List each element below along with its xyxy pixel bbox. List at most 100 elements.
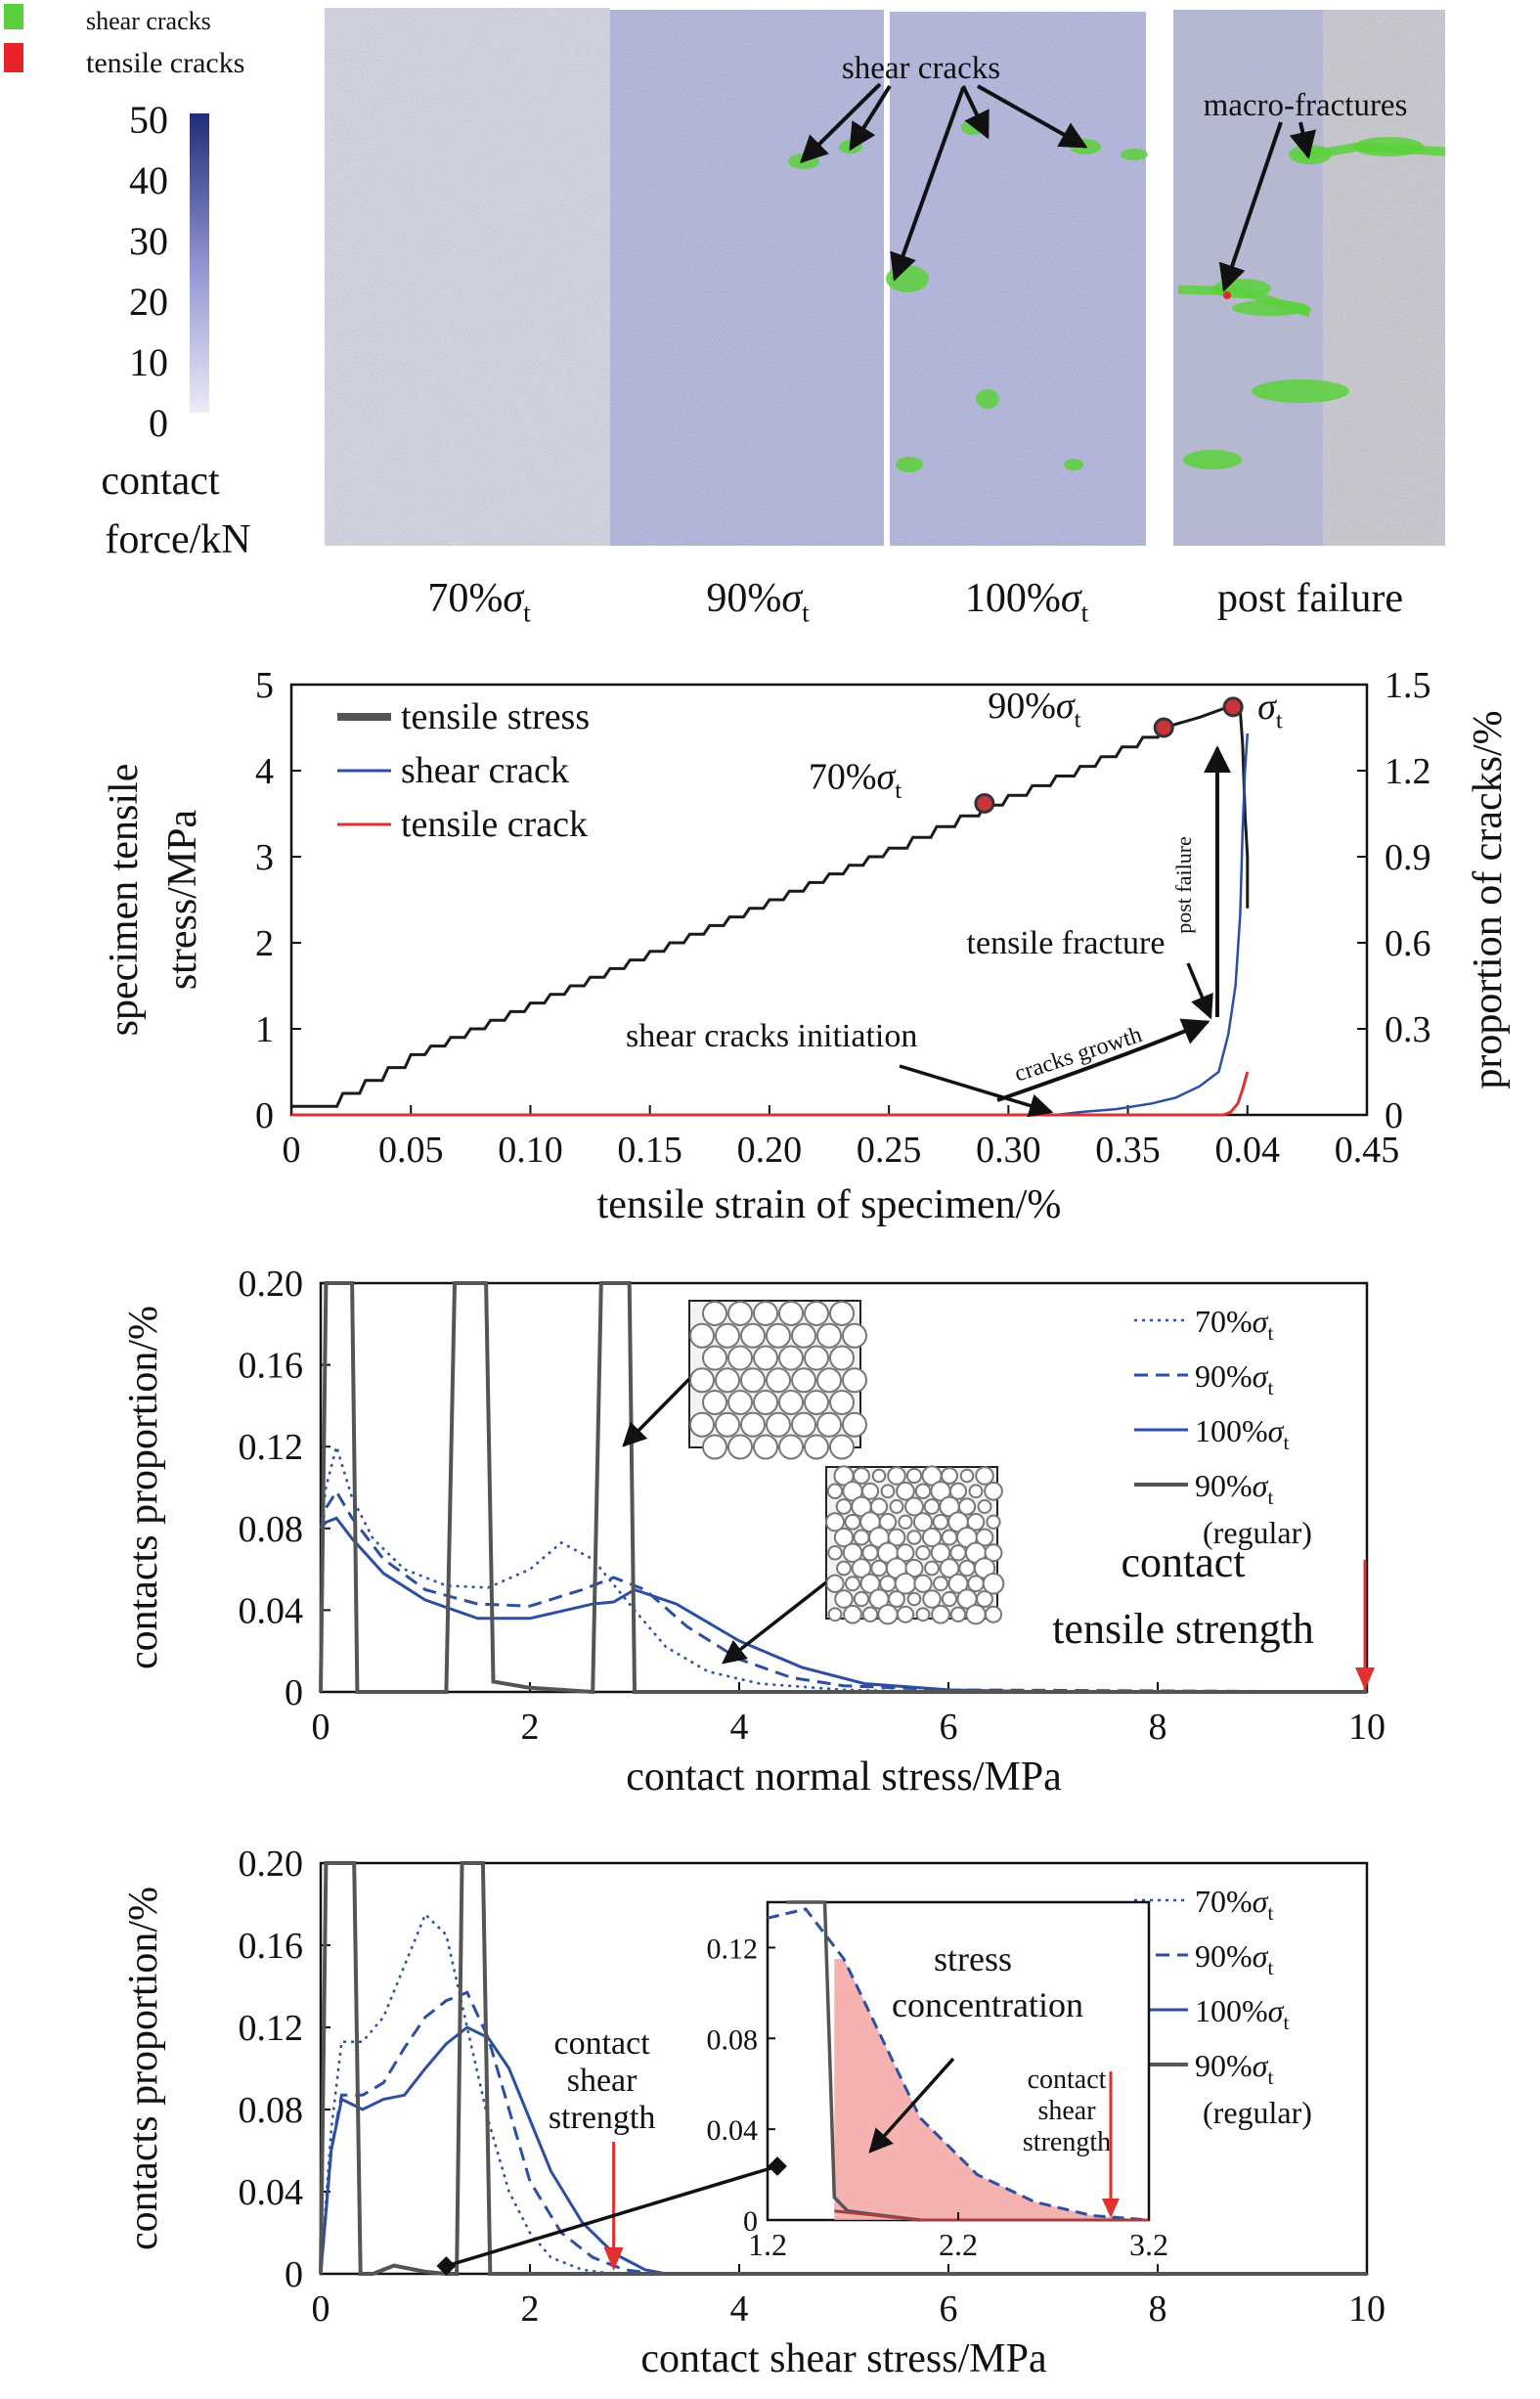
annotation-arrow [622, 1377, 691, 1447]
legend-label: tensile crack [401, 804, 588, 845]
colorbar-tick-label: 40 [129, 158, 168, 202]
series-line-1 [319, 1488, 1368, 1694]
x-tick-label: 0.20 [737, 1130, 803, 1171]
annotation-strength-line1: contact [554, 2025, 651, 2062]
y-tick-label: 4 [255, 751, 274, 792]
y-tick-label: 0.04 [239, 2172, 304, 2213]
lattice-particle [906, 1530, 922, 1545]
tensile-cracks-legend-label: tensile cracks [86, 47, 244, 79]
tensile-crack-spot [1223, 291, 1231, 299]
lattice-particle [842, 1542, 863, 1564]
lattice-particle [870, 1559, 888, 1577]
lattice-particle [968, 1484, 984, 1499]
shear-crack-spot [1121, 149, 1148, 160]
annotation-arrow [1218, 121, 1283, 292]
annotation-shear-init: shear cracks initiation [626, 1018, 917, 1054]
y-tick-label: 0.16 [239, 1926, 304, 1967]
lattice-particle [715, 1322, 740, 1349]
specimen-grain-texture [890, 12, 1146, 546]
lattice-particle [932, 1576, 949, 1592]
y-tick-label: 0.16 [239, 1346, 304, 1387]
marker-label: σt [1257, 687, 1283, 734]
shear-crack-spot [976, 389, 999, 409]
marker-label: 70%σt [809, 756, 902, 804]
stress-marker [1222, 696, 1244, 718]
shear-crack-spot [1064, 459, 1083, 470]
lattice-particle [791, 1411, 816, 1438]
lattice-particle [906, 1591, 922, 1607]
annotation-arrow [868, 2057, 955, 2154]
lattice-particle [984, 1543, 1003, 1563]
colorbar-tick-label: 20 [129, 280, 168, 324]
lattice-particle [861, 1544, 879, 1562]
y-tick-label: 0 [285, 1672, 303, 1713]
inset-strength-arrowhead [1102, 2199, 1120, 2218]
lattice-particle [880, 1484, 896, 1499]
colorbar-tick-label: 10 [129, 340, 168, 384]
x-tick-label: 10 [1348, 1707, 1386, 1748]
lattice-particle [827, 1607, 843, 1622]
lattice-particle [842, 1322, 867, 1349]
lattice-particle [921, 1527, 943, 1548]
lattice-particle [959, 1468, 975, 1484]
specimen-grain-texture [610, 10, 884, 546]
x-tick-label: 0 [312, 1707, 330, 1748]
lattice-particle [740, 1411, 766, 1438]
specimen-panel [610, 10, 884, 546]
y-tick-label: 0.20 [239, 1264, 304, 1305]
lattice-particle [887, 1466, 906, 1486]
shear-cracks-legend-label: shear cracks [86, 7, 211, 35]
inset-label-line1: stress [934, 1939, 1012, 1978]
annotation-arrow [899, 1064, 1054, 1118]
lattice-particle [853, 1590, 870, 1608]
lattice-particle [689, 1322, 715, 1349]
lattice-particle [753, 1345, 778, 1371]
lattice-particle [879, 1575, 897, 1593]
lattice-particle [984, 1605, 1003, 1623]
shear-crack-spot [1183, 450, 1242, 469]
legend-label: 70%σt [1195, 1304, 1273, 1345]
lattice-particle [878, 1513, 898, 1532]
shear-cracks-legend-swatch [4, 4, 23, 29]
lattice-particle [896, 1605, 915, 1623]
lattice-particle [976, 1590, 993, 1608]
y-tick-label: 0.08 [239, 2090, 304, 2131]
lattice-particle [835, 1498, 853, 1515]
x-tick-label: 0.10 [498, 1130, 563, 1171]
lattice-particle [740, 1322, 766, 1349]
particle-lattice-inset [688, 1300, 867, 1460]
lattice-particle [941, 1467, 958, 1485]
lattice-particle [702, 1301, 727, 1326]
lattice-particle [804, 1390, 829, 1415]
shear-crack-spot [1252, 379, 1349, 403]
lattice-particle [804, 1434, 829, 1460]
lattice-particle [932, 1513, 949, 1531]
x-tick-label: 6 [940, 1707, 958, 1748]
lattice-particle [824, 1512, 846, 1533]
lattice-particle [930, 1542, 951, 1564]
annotation-strength-line2: shear [567, 2063, 638, 2099]
tensile-cracks-legend-swatch [4, 43, 23, 72]
inset-baseline [834, 2209, 1149, 2222]
annotation-arrow [961, 85, 990, 140]
lattice-particle [753, 1434, 778, 1460]
lattice-particle [825, 1574, 845, 1593]
lattice-particle [913, 1574, 933, 1593]
lattice-particle [948, 1482, 968, 1500]
lattice-particle [889, 1498, 904, 1515]
lattice-particle [915, 1607, 931, 1622]
colorbar-label-line1: contact [101, 459, 220, 504]
x-tick-label: 0.04 [1215, 1130, 1281, 1171]
y-tick-label: 1 [255, 1009, 274, 1050]
lattice-particle [829, 1345, 855, 1371]
x-tick-label: 0.45 [1335, 1130, 1400, 1171]
lattice-particle [941, 1590, 958, 1608]
lattice-particle [861, 1606, 879, 1622]
lattice-particle [986, 1514, 1001, 1530]
legend-label: 90%σt [1195, 1358, 1273, 1399]
series-line-1 [319, 1990, 656, 2276]
lattice-particle [843, 1604, 862, 1624]
legend-label: tensile stress [401, 696, 590, 737]
specimen-images-panel: shear cracks tensile cracks 50403020100 … [4, 4, 1446, 628]
y-axis-label: contacts proportion/% [121, 1887, 166, 2250]
